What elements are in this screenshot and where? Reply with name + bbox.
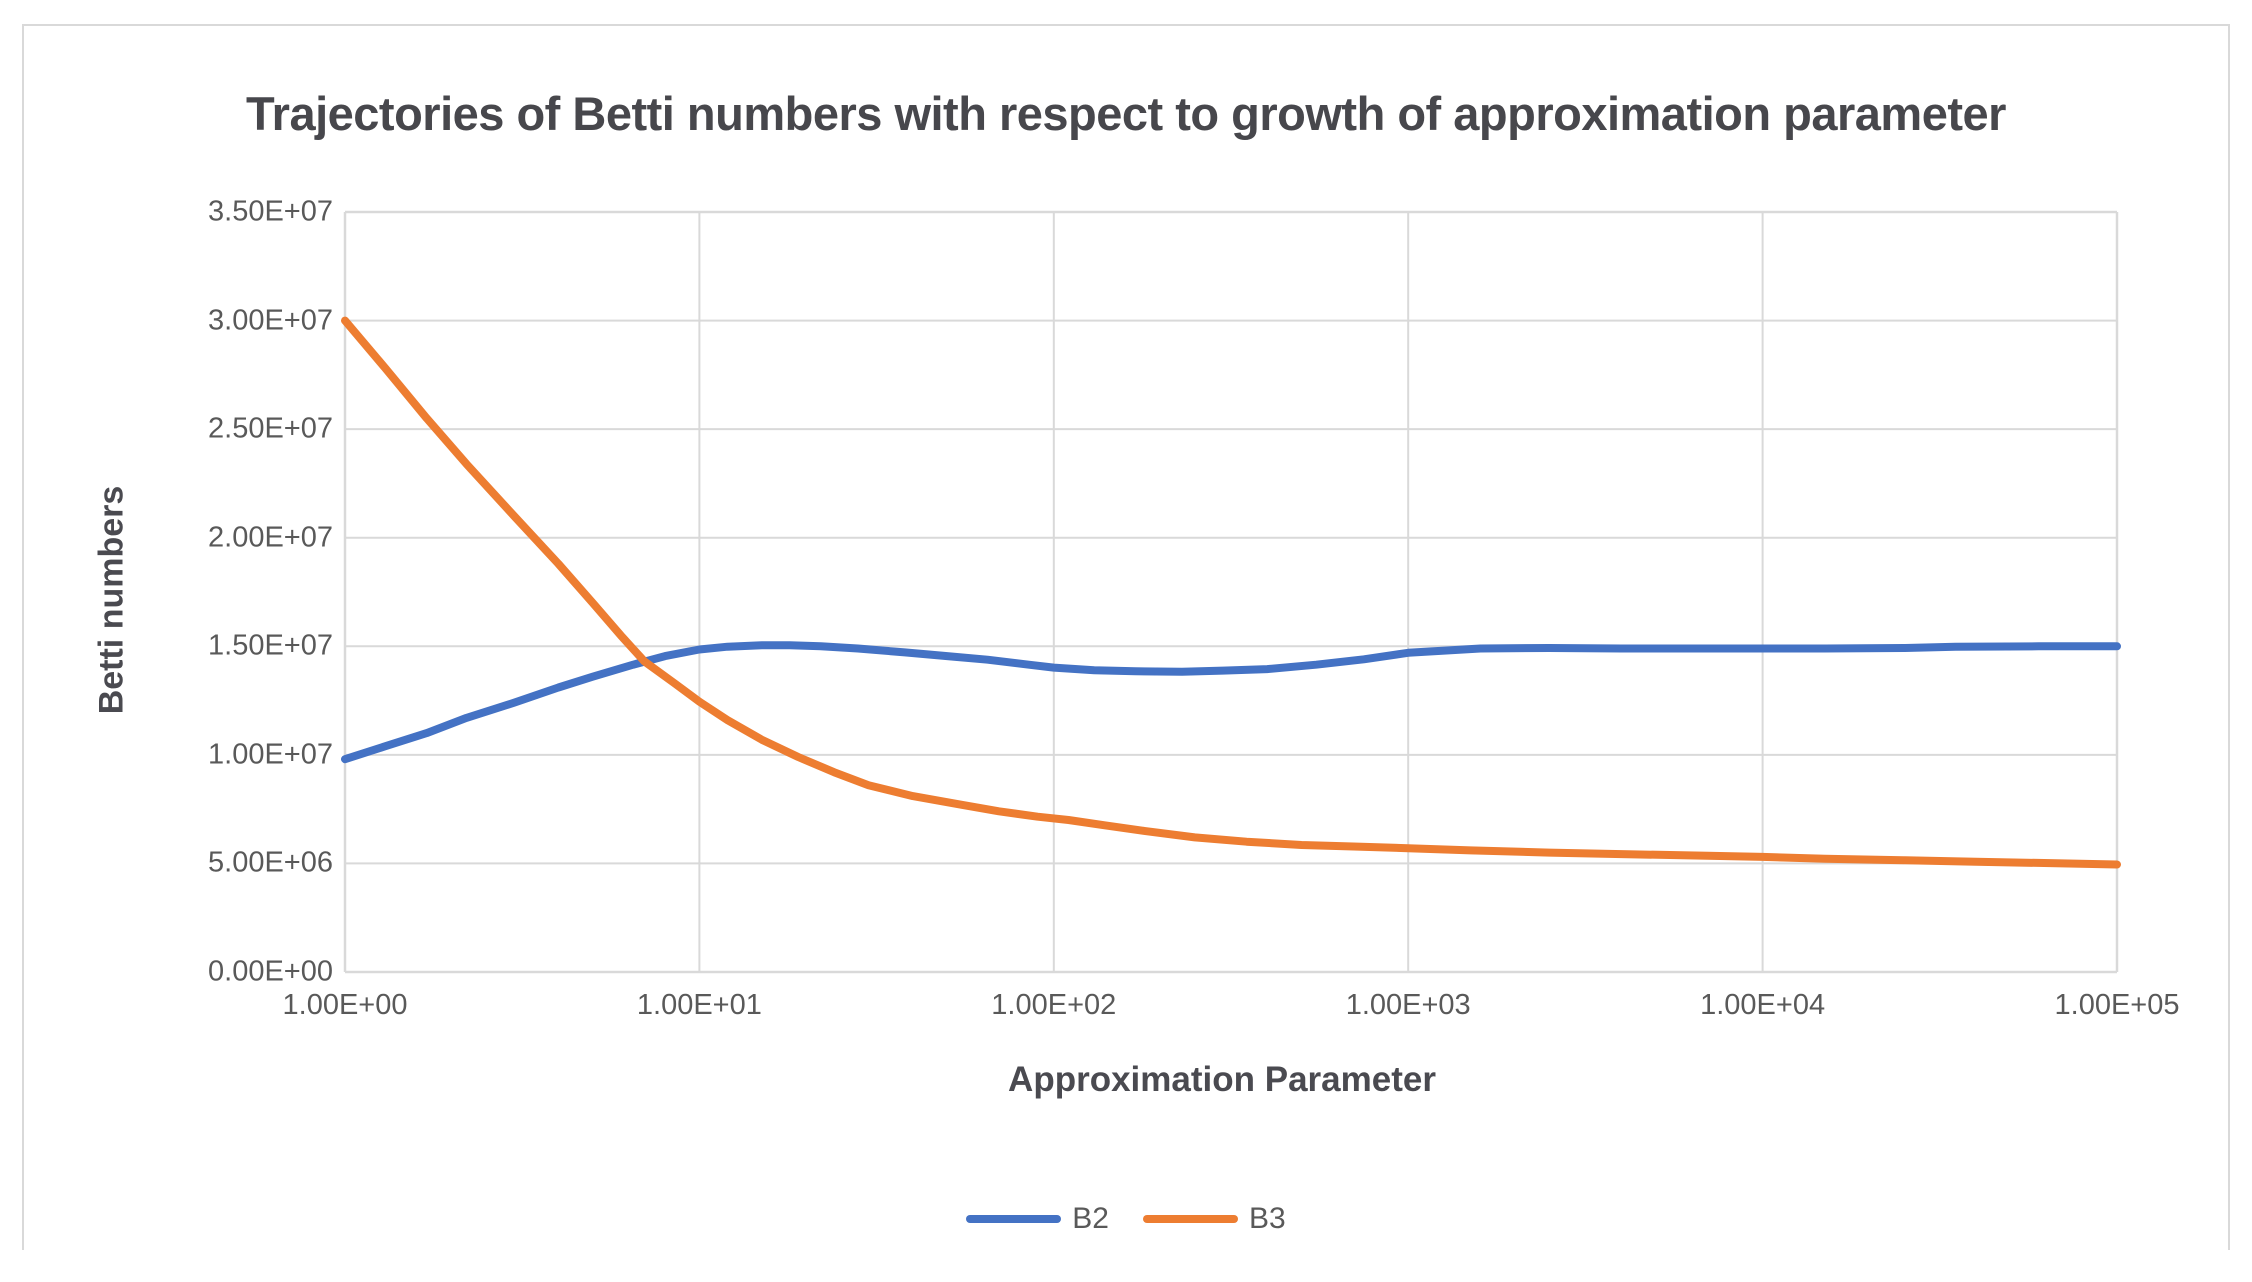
legend-item-B2[interactable]: B2 bbox=[966, 1202, 1109, 1236]
y-tick-label: 3.50E+07 bbox=[208, 195, 333, 228]
legend: B2 B3 bbox=[22, 1196, 2230, 1242]
legend-label-B3: B3 bbox=[1249, 1202, 1286, 1235]
chart-title: Trajectories of Betti numbers with respe… bbox=[246, 87, 2006, 140]
x-tick-label: 1.00E+02 bbox=[991, 989, 1117, 1021]
legend-swatch-B3 bbox=[1143, 1215, 1238, 1223]
legend-label-B2: B2 bbox=[1072, 1202, 1109, 1235]
y-tick-label: 1.50E+07 bbox=[208, 629, 333, 662]
y-tick-label: 5.00E+06 bbox=[208, 846, 333, 879]
x-axis-title: Approximation Parameter bbox=[1008, 1060, 1436, 1099]
x-tick-label: 1.00E+01 bbox=[636, 989, 762, 1021]
legend-item-B3[interactable]: B3 bbox=[1143, 1202, 1286, 1236]
legend-swatch-B2 bbox=[966, 1215, 1062, 1223]
y-tick-label: 0.00E+00 bbox=[208, 955, 333, 988]
x-tick-label: 1.00E+05 bbox=[2054, 989, 2180, 1021]
y-tick-label: 2.00E+07 bbox=[208, 521, 333, 554]
y-tick-label: 2.50E+07 bbox=[208, 412, 333, 445]
x-tick-label: 1.00E+00 bbox=[282, 989, 408, 1021]
y-tick-label: 1.00E+07 bbox=[208, 738, 333, 771]
x-tick-label: 1.00E+04 bbox=[1700, 989, 1826, 1021]
y-tick-label: 3.00E+07 bbox=[208, 304, 333, 337]
x-tick-label: 1.00E+03 bbox=[1345, 989, 1471, 1021]
